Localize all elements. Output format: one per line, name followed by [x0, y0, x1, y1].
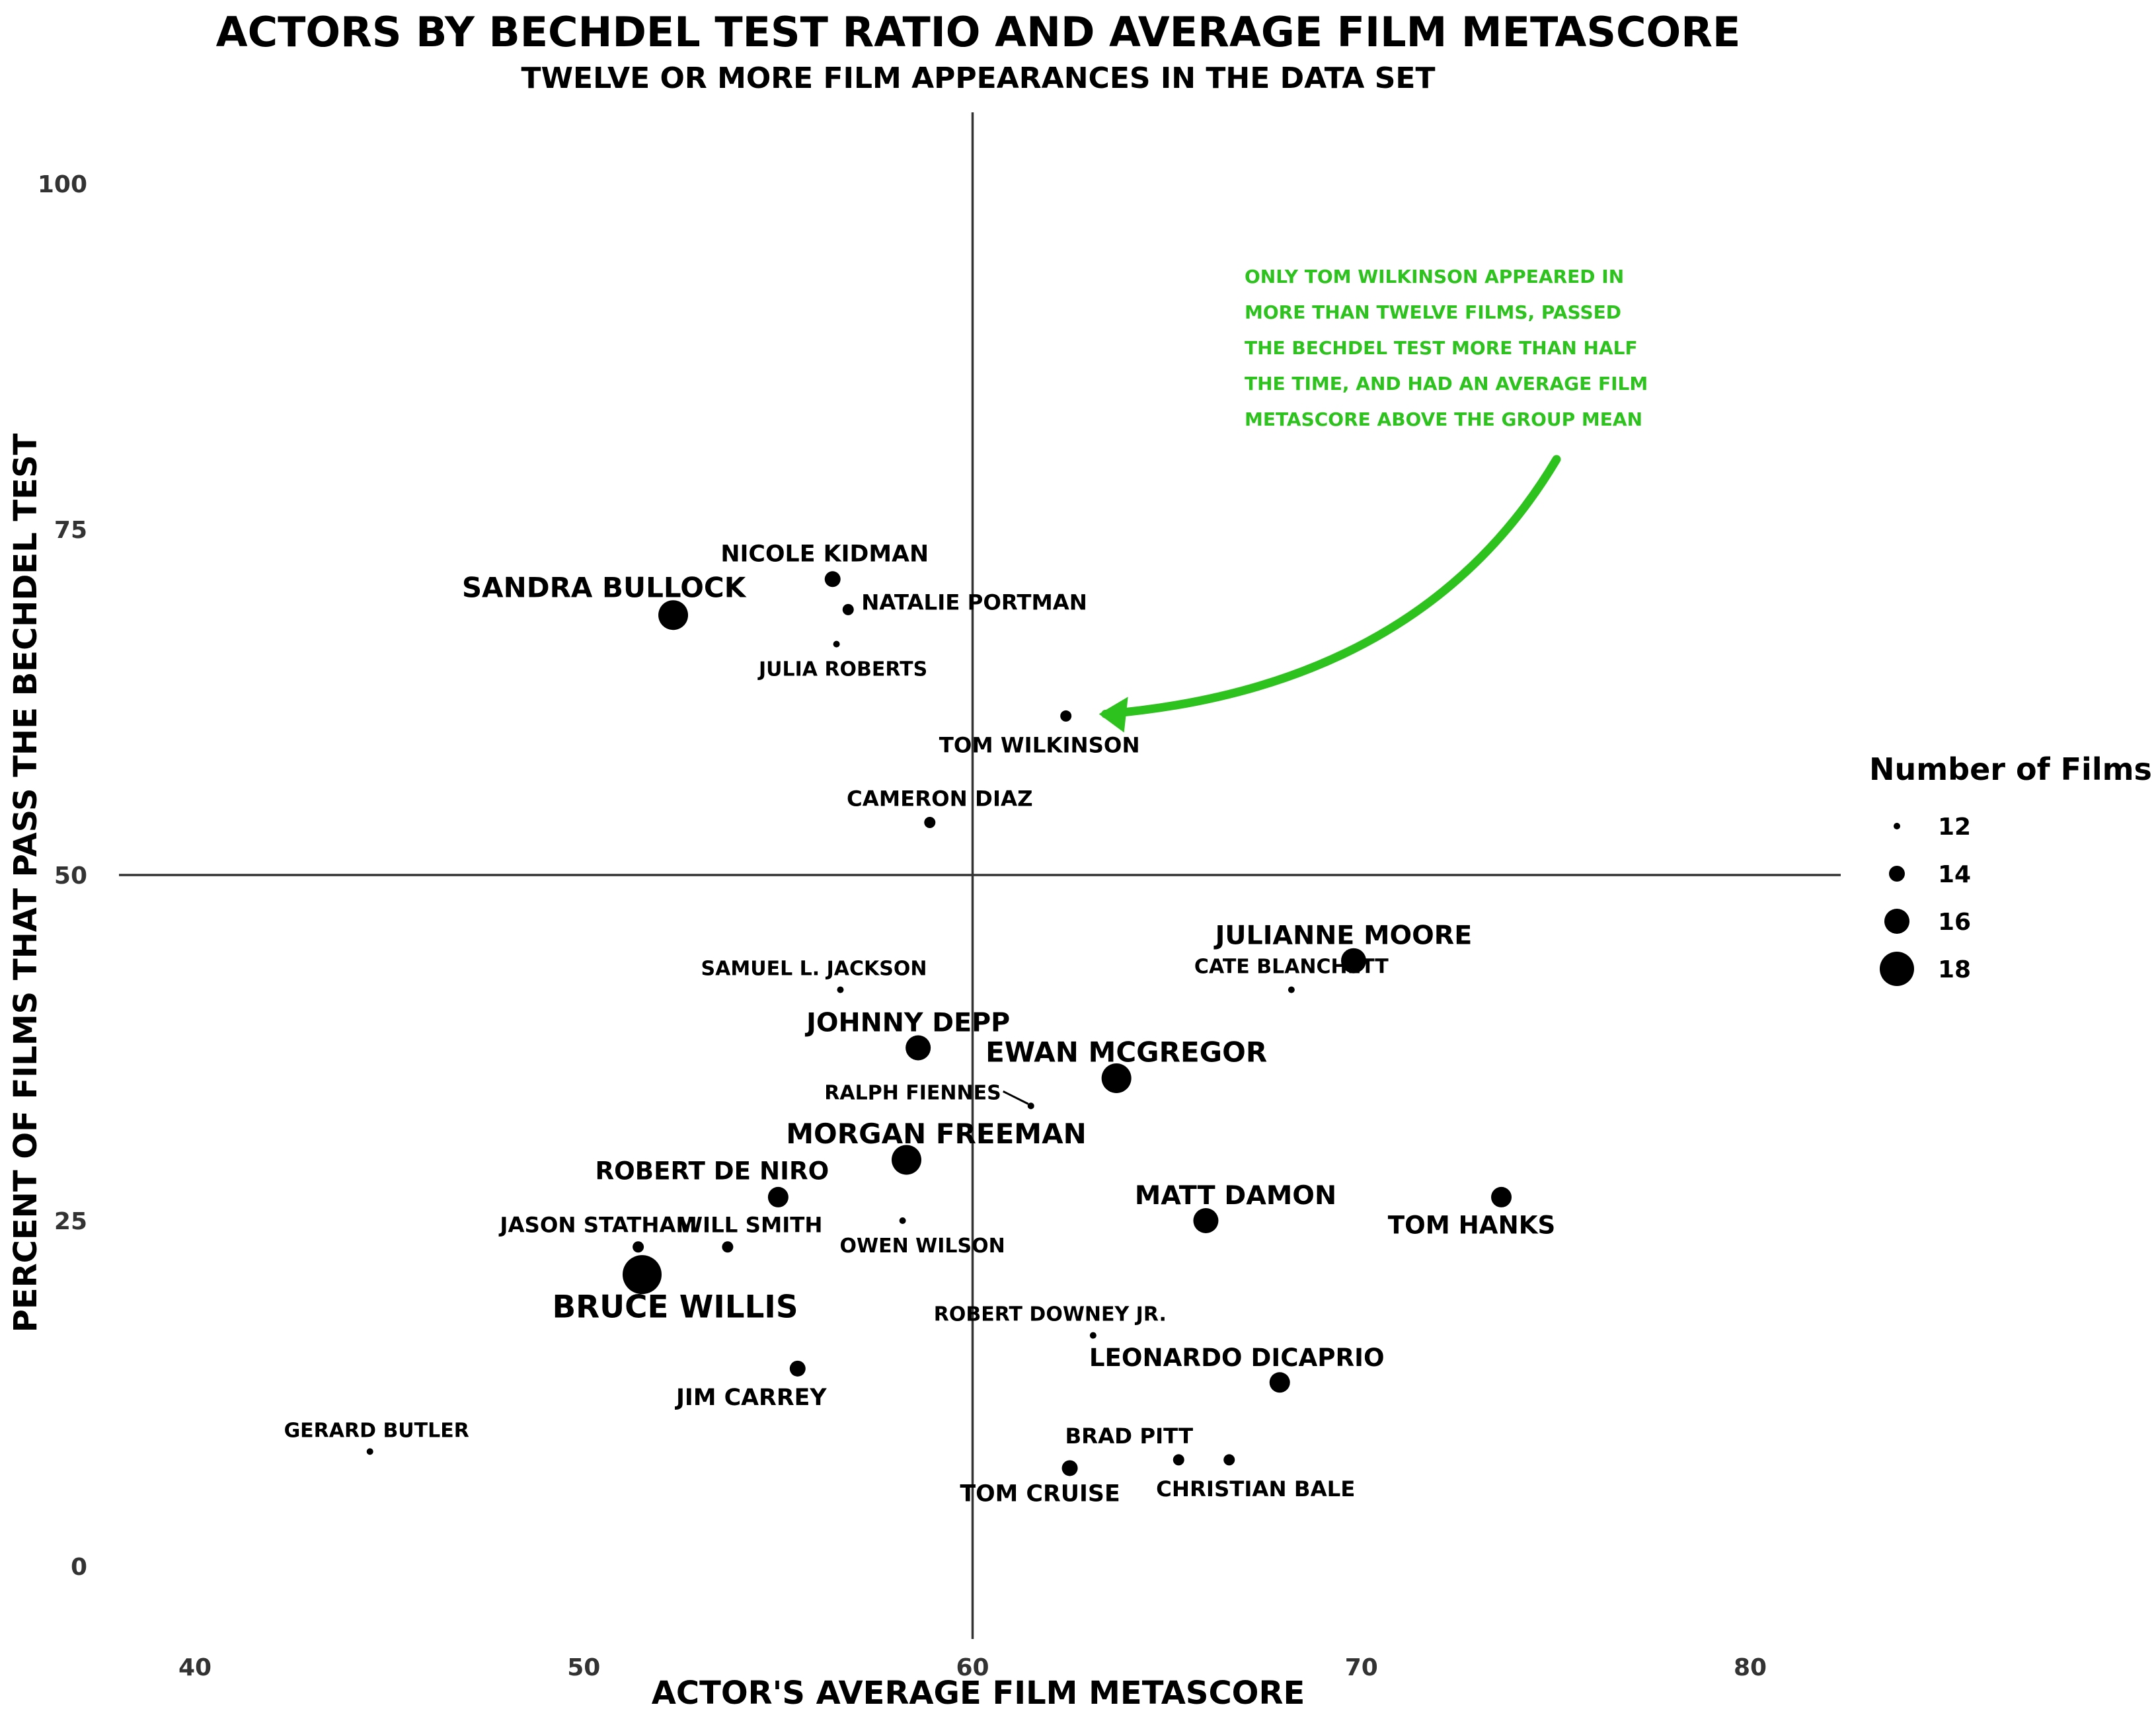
x-tick-label: 40	[178, 1654, 212, 1681]
data-point	[905, 1035, 931, 1061]
legend: Number of Films 12 14 16 18	[1869, 751, 2152, 986]
chart-subtitle: TWELVE OR MORE FILM APPEARANCES IN THE D…	[521, 61, 1435, 95]
point-label: CHRISTIAN BALE	[1156, 1476, 1355, 1502]
data-point	[833, 640, 840, 648]
legend-size-marker	[1889, 866, 1905, 882]
point-label: JOHNNY DEPP	[804, 1008, 1010, 1038]
legend-size-marker	[1894, 823, 1900, 829]
data-point	[899, 1217, 906, 1224]
point-label: JULIANNE MOORE	[1213, 921, 1473, 951]
point-label: LEONARDO DICAPRIO	[1089, 1343, 1385, 1372]
data-point	[837, 986, 844, 993]
y-tick-label: 25	[54, 1208, 87, 1235]
point-label: CATE BLANCHETT	[1194, 956, 1389, 979]
points-layer	[366, 571, 1512, 1476]
data-point	[767, 1186, 789, 1207]
data-point	[1027, 1102, 1034, 1110]
point-label: JASON STATHAM	[498, 1213, 697, 1238]
annotation-layer: ONLY TOM WILKINSON APPEARED IN MORE THAN …	[1098, 266, 1648, 733]
data-point	[924, 817, 936, 829]
y-tick-label: 0	[71, 1554, 87, 1581]
point-label: ROBERT DOWNEY JR.	[934, 1303, 1167, 1326]
point-label: MATT DAMON	[1135, 1180, 1336, 1211]
legend-size-label: 16	[1938, 909, 1971, 936]
data-point	[658, 600, 689, 630]
legend-size-marker	[1884, 909, 1909, 934]
data-point	[1491, 1186, 1512, 1207]
data-point	[1060, 710, 1072, 722]
annotation-text: ONLY TOM WILKINSON APPEARED IN MORE THAN …	[1245, 266, 1648, 430]
data-point	[1173, 1454, 1184, 1466]
data-point	[366, 1448, 373, 1455]
data-point	[1089, 1332, 1097, 1339]
point-label: MORGAN FREEMAN	[786, 1118, 1086, 1150]
data-point	[824, 571, 841, 588]
y-tick-label: 75	[54, 517, 87, 544]
data-point	[789, 1360, 806, 1377]
point-label: EWAN MCGREGOR	[985, 1036, 1267, 1069]
data-point	[633, 1241, 644, 1253]
x-axis-title: ACTOR'S AVERAGE FILM METASCORE	[652, 1675, 1305, 1712]
point-label: SAMUEL L. JACKSON	[701, 958, 927, 981]
point-label: GERARD BUTLER	[284, 1419, 469, 1442]
data-point	[1061, 1460, 1078, 1476]
x-tick-label: 80	[1734, 1654, 1767, 1681]
point-label: TOM CRUISE	[960, 1480, 1120, 1507]
y-tick-label: 50	[54, 862, 87, 890]
point-label: NICOLE KIDMAN	[720, 541, 929, 567]
point-label: TOM WILKINSON	[939, 732, 1140, 757]
data-point	[1340, 948, 1366, 973]
label-leader-line	[1003, 1090, 1029, 1105]
annotation-arrow	[1101, 455, 1561, 718]
x-tick-label: 50	[567, 1654, 600, 1681]
data-point	[1269, 1372, 1290, 1393]
legend-size-marker	[1880, 952, 1914, 986]
data-point	[1193, 1208, 1219, 1233]
legend-title: Number of Films	[1869, 751, 2152, 787]
point-label: SANDRA BULLOCK	[462, 572, 747, 604]
x-tick-label: 70	[1345, 1654, 1378, 1681]
axes-layer: 40 50 60 70 80 0 25 50 75 100	[38, 112, 1841, 1681]
legend-size-label: 18	[1938, 956, 1971, 983]
point-label: OWEN WILSON	[839, 1235, 1005, 1258]
point-label: RALPH FIENNES	[824, 1081, 1001, 1104]
data-point	[891, 1145, 921, 1175]
y-axis-title: PERCENT OF FILMS THAT PASS THE BECHDEL T…	[7, 433, 44, 1332]
y-tick-label: 100	[38, 171, 87, 198]
data-point	[1101, 1063, 1132, 1094]
data-point	[722, 1241, 734, 1253]
point-label: JIM CARREY	[675, 1385, 827, 1411]
chart-title: ACTORS BY BECHDEL TEST RATIO AND AVERAGE…	[216, 8, 1741, 56]
data-point	[1223, 1454, 1235, 1466]
annotation-arrowhead	[1098, 697, 1128, 733]
labels-layer: SANDRA BULLOCK NICOLE KIDMAN NATALIE PORTM…	[284, 541, 1556, 1507]
point-label: BRAD PITT	[1065, 1424, 1193, 1449]
x-tick-label: 60	[956, 1654, 989, 1681]
point-label: NATALIE PORTMAN	[861, 590, 1087, 615]
data-point	[842, 603, 854, 615]
point-label: WILL SMITH	[679, 1213, 822, 1238]
point-label: TOM HANKS	[1388, 1210, 1556, 1239]
data-point	[1288, 986, 1295, 993]
point-label: ROBERT DE NIRO	[596, 1156, 829, 1185]
legend-size-label: 14	[1938, 861, 1971, 888]
point-label: JULIA ROBERTS	[757, 658, 927, 681]
data-point	[622, 1255, 662, 1295]
point-label: CAMERON DIAZ	[847, 786, 1033, 812]
legend-size-label: 12	[1938, 814, 1971, 841]
point-label: BRUCE WILLIS	[552, 1290, 798, 1326]
